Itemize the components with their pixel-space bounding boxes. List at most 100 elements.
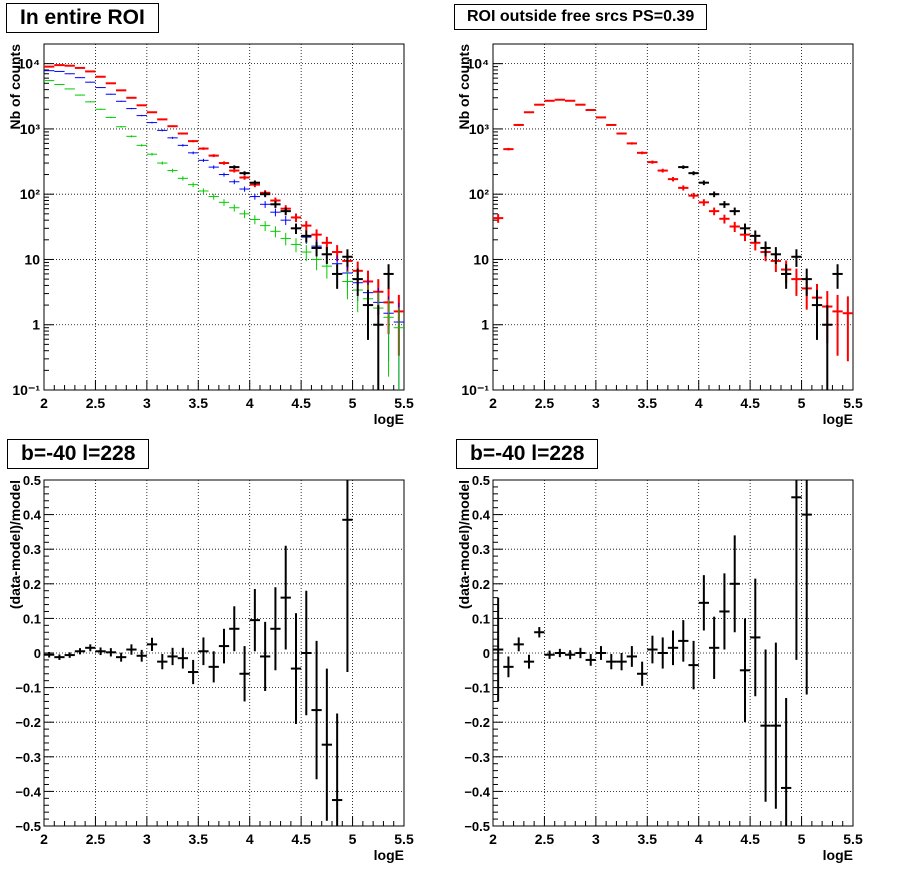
data-point (342, 249, 353, 267)
data-point (74, 77, 86, 79)
y-tick-label: 10² (469, 186, 490, 202)
chart-2-svg: 2 2.5 3 3.5 4 4.5 5 5.5 −0.5 −0.4 −0.3 −0.2 −0.1 0 0.1… (7, 473, 414, 863)
data-point (280, 545, 291, 650)
data-point (229, 606, 240, 652)
data-point (832, 264, 843, 289)
y-tick-label: 10⁻¹ (461, 382, 489, 398)
data-point (342, 270, 353, 300)
data-point (647, 635, 658, 664)
y-tick-label: −0.4 (15, 784, 41, 799)
data-point (229, 165, 240, 169)
data-point (218, 161, 230, 165)
data-point (565, 650, 576, 660)
data-point (229, 179, 240, 185)
data-point (801, 480, 812, 695)
data-point (157, 654, 168, 670)
x-tick-label: 5.5 (843, 395, 863, 411)
x-tick-label: 5.5 (843, 831, 863, 847)
y-tick-label: 0.4 (23, 508, 42, 523)
chart-panel-1: 2 2.5 3 3.5 4 4.5 5 5.5 10⁻¹ 1 10 10² 10³ 10⁴ logE Nb o… (449, 0, 898, 435)
data-point (44, 70, 55, 72)
plot-frame (43, 43, 405, 391)
x-axis-label: logE (823, 411, 853, 427)
data-point (280, 232, 291, 246)
y-tick-label: 10² (20, 186, 41, 202)
data-point (595, 646, 607, 660)
data-point (239, 171, 250, 176)
y-tick-label: −0.1 (464, 681, 490, 696)
data-point (136, 144, 147, 147)
x-tick-label: 3 (143, 831, 151, 847)
data-point (270, 226, 281, 238)
data-point (44, 65, 55, 68)
data-point (575, 103, 586, 106)
chart-3-svg: 2 2.5 3 3.5 4 4.5 5 5.5 −0.5 −0.4 −0.3 −0.2 −0.1 0 0.1… (456, 473, 863, 863)
data-point (544, 99, 555, 102)
data-point (64, 73, 75, 75)
data-point (249, 180, 260, 186)
data-point (781, 264, 792, 289)
data-point (177, 144, 188, 147)
y-axis-label: Nb of counts (7, 44, 23, 130)
y-tick-label: 10⁻¹ (12, 382, 40, 398)
data-point (54, 654, 65, 660)
data-point (729, 207, 740, 216)
data-point (301, 221, 312, 232)
data-point (64, 652, 75, 658)
y-tick-label: −0.5 (464, 819, 490, 834)
data-point (616, 132, 627, 135)
chart-panel-3: 2 2.5 3 3.5 4 4.5 5 5.5 −0.5 −0.4 −0.3 −0.2 −0.1 0 0.1… (449, 436, 898, 871)
data-point (270, 208, 281, 217)
data-point (503, 656, 514, 678)
data-point (729, 221, 740, 233)
data-point (167, 136, 178, 139)
data-point (290, 238, 302, 253)
data-point (383, 299, 394, 377)
data-point (393, 307, 404, 390)
data-point (362, 289, 374, 340)
y-tick-label: −0.3 (15, 750, 41, 765)
data-point (709, 616, 720, 679)
y-tick-label: −0.1 (15, 681, 41, 696)
data-point (126, 96, 137, 99)
data-point (260, 201, 271, 208)
data-point (342, 480, 353, 673)
y-tick-label: 0.2 (23, 577, 41, 592)
data-point (770, 247, 781, 264)
data-point (116, 89, 127, 92)
data-point (290, 613, 302, 724)
data-point (270, 587, 281, 671)
data-point (270, 201, 281, 208)
data-point (698, 199, 709, 206)
data-point (832, 294, 843, 356)
data-point (74, 94, 86, 96)
x-tick-label: 2.5 (86, 395, 106, 411)
data-point (513, 637, 524, 652)
data-point (770, 642, 781, 809)
y-tick-label: −0.4 (464, 784, 490, 799)
data-point (239, 646, 250, 702)
data-point (157, 118, 168, 121)
x-tick-label: 4.5 (291, 395, 311, 411)
data-point (554, 648, 565, 658)
y-tick-label: 0.5 (23, 473, 41, 488)
data-point (54, 64, 65, 67)
y-tick-label: 10³ (20, 121, 41, 137)
data-point (126, 644, 137, 655)
data-point (95, 87, 106, 89)
data-point (657, 168, 668, 173)
x-tick-label: 5 (349, 831, 357, 847)
data-point (54, 70, 65, 72)
y-tick-label: −0.5 (15, 819, 41, 834)
data-point (534, 103, 545, 106)
data-point (74, 648, 86, 655)
data-point (146, 111, 158, 114)
data-point (95, 647, 106, 656)
data-point (667, 630, 679, 666)
y-tick-label: 10³ (469, 121, 490, 137)
plot-frame (492, 43, 854, 391)
data-point (249, 215, 260, 225)
data-point (383, 264, 394, 289)
data-point (637, 661, 648, 686)
data-point (373, 305, 384, 390)
